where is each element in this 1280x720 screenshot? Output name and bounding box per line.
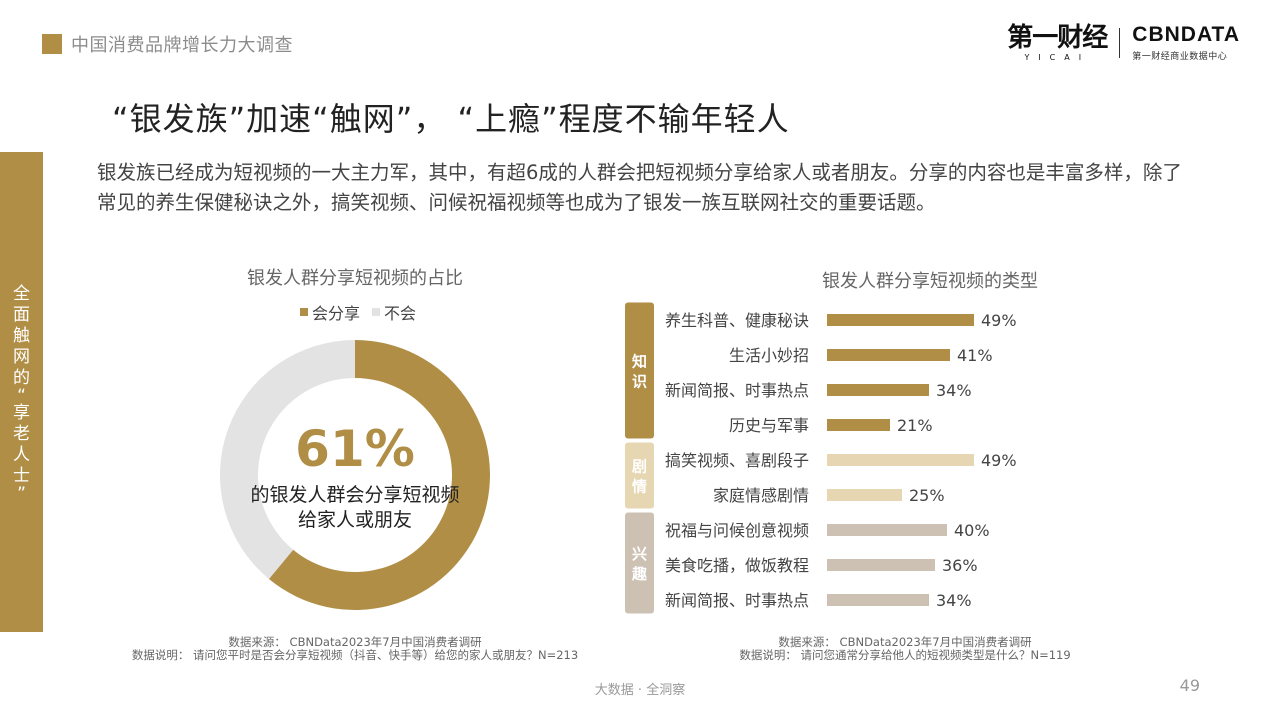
side-ribbon-char: “ [17, 385, 26, 406]
bar-category-label: 搞笑视频、喜剧段子 [665, 451, 809, 470]
group-label-char: 剧 [632, 458, 647, 476]
group-label-char: 兴 [632, 545, 647, 563]
bar [827, 524, 947, 536]
bar-category-label: 美食吃播，做饭教程 [665, 556, 809, 575]
side-ribbon-char: 老 [13, 423, 30, 444]
bar-value-label: 34% [936, 381, 972, 400]
donut-source: 数据来源： CBNData2023年7月中国消费者调研 [228, 635, 482, 649]
side-ribbon-char: 士 [13, 465, 30, 486]
group-label-bar [625, 512, 654, 614]
side-ribbon-char: 网 [13, 346, 30, 367]
side-ribbon [0, 152, 43, 632]
bar-category-label: 祝福与问候创意视频 [665, 521, 809, 540]
bar-value-label: 34% [936, 591, 972, 610]
legend-label-share: 会分享 [312, 304, 361, 323]
bar-value-label: 41% [957, 346, 993, 365]
bar-category-label: 历史与军事 [729, 416, 809, 435]
group-label-char: 识 [632, 373, 647, 391]
logo-divider [1119, 28, 1121, 58]
cbndata-logo: CBNDATA 第一财经商业数据中心 [1132, 23, 1240, 63]
cbndata-logo-sub: 第一财经商业数据中心 [1132, 52, 1228, 62]
side-ribbon-char: 全 [13, 283, 30, 304]
intro-paragraph: 银发族已经成为短视频的一大主力军，其中，有超6成的人群会把短视频分享给家人或者朋… [97, 161, 1182, 214]
donut-chart-title: 银发人群分享短视频的占比 [247, 268, 463, 289]
report-tag: 中国消费品牌增长力大调查 [42, 31, 293, 57]
bar-source: 数据来源： CBNData2023年7月中国消费者调研 [778, 635, 1032, 649]
bar-chart: 养生科普、健康秘诀 49% 生活小妙招 41% 新闻简报、时事热点 34% 历史与军事 21%… [625, 302, 1017, 614]
group-label-bar [625, 442, 654, 509]
donut-legend: 会分享 不会 [300, 300, 428, 324]
bar [827, 384, 929, 396]
donut-slice-share [268, 340, 490, 610]
side-ribbon-text: 全面触网的 “享老人士” [0, 283, 43, 504]
bar-category-label: 新闻简报、时事热点 [665, 591, 809, 610]
group-label-char: 趣 [631, 565, 648, 583]
page-number: 49 [1179, 676, 1200, 695]
yicai-logo: 第一财经 YICAI [1007, 22, 1108, 62]
bar [827, 314, 974, 326]
bar-category-label: 新闻简报、时事热点 [665, 381, 809, 400]
bar-value-label: 49% [981, 451, 1017, 470]
bar-category-label: 养生科普、健康秘诀 [665, 311, 809, 330]
donut-chart-notes: 数据来源： CBNData2023年7月中国消费者调研 数据说明： 请问您平时是… [80, 636, 630, 662]
donut-note: 数据说明： 请问您平时是否会分享短视频（抖音、快手等）给您的家人或朋友？N=21… [131, 648, 579, 662]
donut-center-text: 的银发人群会分享短视频给家人或朋友 [250, 484, 460, 531]
legend-item-not-share: 不会 [372, 300, 416, 324]
bar-category-label: 家庭情感剧情 [713, 486, 809, 505]
bar [827, 559, 935, 571]
side-ribbon-char: 人 [13, 444, 30, 465]
donut-chart [220, 340, 490, 610]
report-title: 中国消费品牌增长力大调查 [71, 35, 293, 56]
bar-value-label: 49% [981, 311, 1017, 330]
cbndata-logo-text: CBNDATA [1132, 23, 1240, 46]
report-tag-square [42, 34, 62, 54]
group-label-char: 情 [632, 478, 647, 496]
side-ribbon-char: 的 [13, 367, 30, 388]
footer-tagline: 大数据 · 全洞察 [594, 683, 686, 698]
bar-chart-notes: 数据来源： CBNData2023年7月中国消费者调研 数据说明： 请问您通常分… [660, 636, 1150, 662]
bar-value-label: 21% [897, 416, 933, 435]
bar-note: 数据说明： 请问您通常分享给他人的短视频类型是什么？N=119 [739, 648, 1071, 662]
group-label-char: 知 [632, 353, 647, 371]
bar-value-label: 36% [942, 556, 978, 575]
bar-category-label: 生活小妙招 [729, 346, 809, 365]
page-title: “银发族”加速“触网”， “上瘾”程度不输年轻人 [112, 100, 790, 138]
bar [827, 594, 929, 606]
donut-center-value: 61% [295, 420, 415, 478]
bar [827, 489, 902, 501]
yicai-logo-text: 第一财经 [1007, 22, 1108, 53]
side-ribbon-char: 享 [13, 402, 30, 423]
side-ribbon-char: ” [17, 483, 26, 504]
donut-slice-not-share [220, 340, 355, 580]
bar [827, 349, 950, 361]
yicai-logo-sub: YICAI [1024, 52, 1091, 62]
legend-label-not-share: 不会 [384, 304, 417, 323]
group-label-bar [625, 302, 654, 439]
side-ribbon-char: 触 [13, 325, 30, 346]
side-ribbon-char: 面 [13, 304, 30, 325]
bar-value-label: 40% [954, 521, 990, 540]
bar [827, 454, 974, 466]
legend-swatch-share [300, 308, 308, 316]
bar-value-label: 25% [909, 486, 945, 505]
bar-chart-title: 银发人群分享短视频的类型 [822, 271, 1038, 292]
legend-item-share: 会分享 [300, 300, 360, 324]
brand-logo: 第一财经 YICAI CBNDATA 第一财经商业数据中心 [1007, 22, 1240, 63]
bar [827, 419, 890, 431]
legend-swatch-not-share [372, 308, 381, 316]
